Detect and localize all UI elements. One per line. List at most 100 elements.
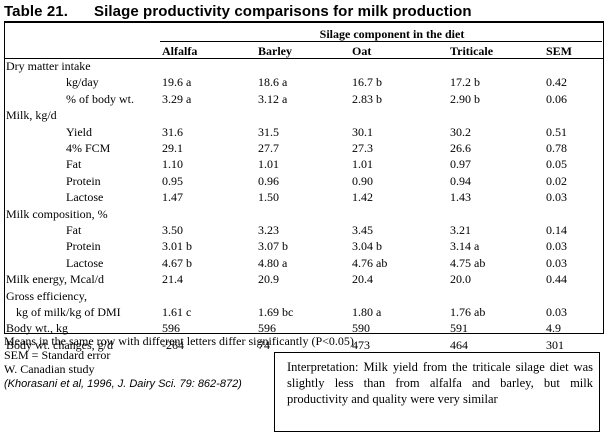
table-row: % of body wt. 3.29 a 3.12 a 2.83 b 2.90 b 0.0…: [0, 91, 614, 107]
row-value: 2.83 b: [352, 91, 382, 106]
row-value: 0.78: [546, 141, 567, 155]
row-value: 16.7 b: [352, 75, 382, 90]
row-value: 596: [162, 321, 180, 336]
row-value: 1.10: [162, 157, 183, 172]
row-value: 0.02: [546, 173, 567, 188]
table-row: Dry matter intake: [0, 58, 614, 74]
row-value: 0.51: [546, 124, 567, 139]
table-row: Body wt. changes, g/d -264 74 473 464 301: [0, 337, 614, 353]
table-row: Fat 3.50 3.23 3.45 3.21 0.14: [0, 222, 614, 238]
row-value: 26.6: [450, 141, 471, 155]
row-label: Protein: [66, 173, 101, 188]
table-title-text: Silage productivity comparisons for milk…: [94, 3, 472, 20]
row-label: % of body wt.: [66, 91, 134, 106]
interpretation-box: Interpretation: Milk yield from the trit…: [274, 352, 600, 432]
table-frame: [4, 22, 604, 334]
table-row: Lactose 1.47 1.50 1.42 1.43 0.03: [0, 189, 614, 205]
row-value: 0.05: [546, 157, 567, 172]
row-value: 4.67 b: [162, 255, 192, 270]
row-value: 31.5: [258, 124, 279, 139]
row-value: 3.50: [162, 223, 183, 237]
row-value: 3.29 a: [162, 91, 192, 106]
row-value: 3.12 a: [258, 91, 288, 106]
significance-note: Means in the same row with different let…: [4, 334, 354, 348]
row-value: 31.6: [162, 124, 183, 139]
column-header-alfalfa: Alfalfa: [162, 44, 198, 58]
row-label: Fat: [66, 157, 82, 172]
study-note: W. Canadian study: [4, 362, 95, 376]
table-row: kg/day 19.6 a 18.6 a 16.7 b 17.2 b 0.42: [0, 74, 614, 90]
row-value: 1.42: [352, 190, 373, 205]
row-label: 4% FCM: [66, 141, 111, 155]
row-value: 3.01 b: [162, 239, 192, 254]
table-row: kg of milk/kg of DMI 1.61 c 1.69 bc 1.80 a 1…: [0, 304, 614, 320]
row-label: Milk energy, Mcal/d: [6, 272, 104, 287]
row-value: 1.47: [162, 190, 183, 205]
row-value: 20.4: [352, 272, 373, 287]
row-value: 1.50: [258, 190, 279, 205]
table-row: Gross efficiency,: [0, 288, 614, 304]
row-value: 0.14: [546, 223, 567, 237]
row-value: 20.9: [258, 272, 279, 287]
row-label: Body wt. changes, g/d: [6, 337, 113, 352]
row-value: 4.9: [546, 321, 561, 336]
table-row: Fat 1.10 1.01 1.01 0.97 0.05: [0, 156, 614, 172]
row-value: 0.03: [546, 190, 567, 205]
column-header-barley: Barley: [258, 44, 292, 58]
row-value: 74: [258, 337, 270, 352]
row-value: 1.80 a: [352, 305, 382, 319]
row-label: Protein: [66, 239, 101, 254]
row-value: 4.76 ab: [352, 255, 388, 270]
row-value: 0.06: [546, 91, 567, 106]
bottom-rule: [4, 333, 604, 334]
table-row: Yield 31.6 31.5 30.1 30.2 0.51: [0, 124, 614, 140]
row-value: 1.76 ab: [450, 305, 486, 319]
row-label: kg of milk/kg of DMI: [16, 305, 121, 319]
row-value: 21.4: [162, 272, 183, 287]
row-label: Dry matter intake: [6, 59, 91, 73]
row-label: Milk composition, %: [6, 206, 108, 221]
row-value: 0.03: [546, 255, 567, 270]
citation-note: (Khorasani et al, 1996, J. Dairy Sci. 79…: [4, 378, 242, 390]
row-value: 1.01: [258, 157, 279, 172]
row-label: Yield: [66, 124, 92, 139]
row-value: 3.23: [258, 223, 279, 237]
row-value: 0.44: [546, 272, 567, 287]
row-value: 3.04 b: [352, 239, 382, 254]
row-value: 473: [352, 337, 370, 352]
interpretation-text: Interpretation: Milk yield from the trit…: [287, 360, 593, 406]
row-value: 4.80 a: [258, 255, 288, 270]
row-value: 1.01: [352, 157, 373, 172]
row-label: kg/day: [66, 75, 99, 90]
row-value: 27.7: [258, 141, 279, 155]
row-label: Body wt., kg: [6, 321, 69, 336]
row-value: 18.6 a: [258, 75, 288, 90]
row-label: Fat: [66, 223, 82, 237]
column-header-sem: SEM: [546, 44, 573, 58]
row-value: 17.2 b: [450, 75, 480, 90]
row-value: 1.69 bc: [258, 305, 294, 319]
row-label: Lactose: [66, 190, 104, 205]
row-value: 30.1: [352, 124, 373, 139]
row-value: 3.45: [352, 223, 373, 237]
row-value: 0.90: [352, 173, 373, 188]
row-value: -264: [162, 337, 184, 352]
row-value: 19.6 a: [162, 75, 192, 90]
table-number: Table 21.: [4, 3, 68, 20]
table-row: Milk, kg/d: [0, 107, 614, 123]
table-row: Body wt., kg 596 596 590 591 4.9: [0, 320, 614, 336]
row-value: 0.94: [450, 173, 471, 188]
row-value: 590: [352, 321, 370, 336]
row-value: 0.03: [546, 239, 567, 254]
row-value: 0.42: [546, 75, 567, 90]
column-header-oat: Oat: [352, 44, 372, 58]
row-value: 3.21: [450, 223, 471, 237]
row-label: Milk, kg/d: [6, 108, 57, 123]
row-value: 464: [450, 337, 468, 352]
header-rule: [4, 58, 604, 59]
component-rule: [160, 41, 602, 42]
table-title: Table 21. Silage productivity comparisons…: [4, 3, 472, 20]
row-value: 4.75 ab: [450, 255, 486, 270]
row-value: 30.2: [450, 124, 471, 139]
row-value: 3.14 a: [450, 239, 480, 254]
